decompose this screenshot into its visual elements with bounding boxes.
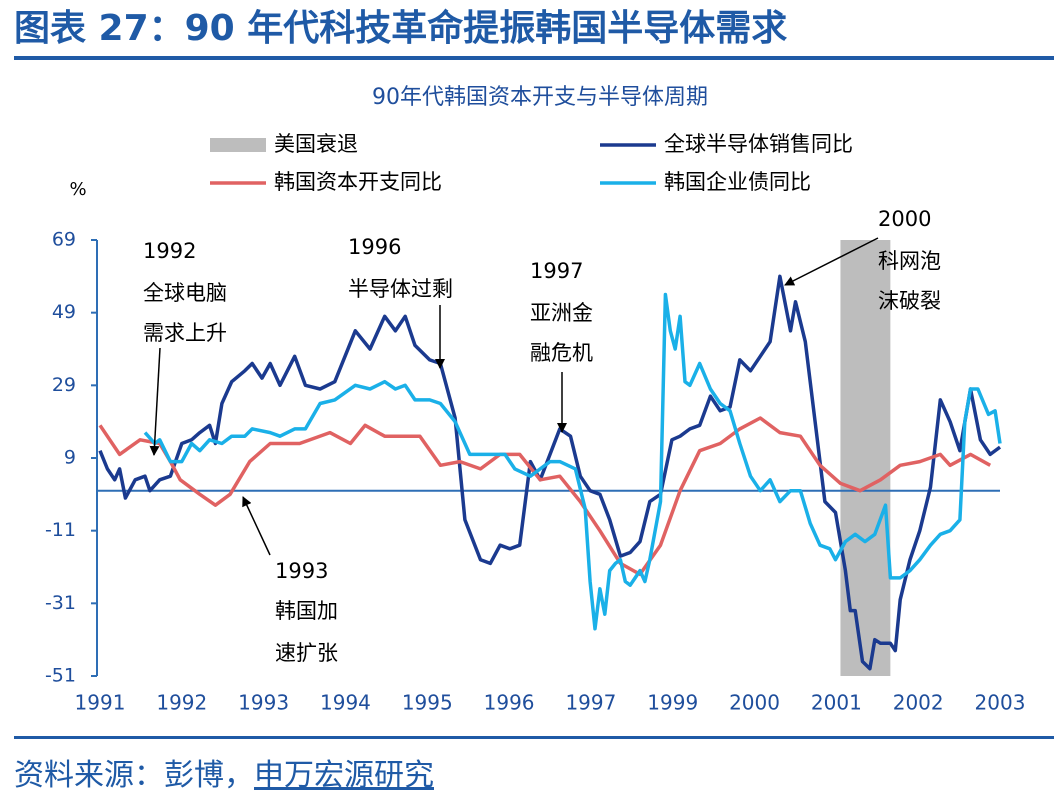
y-tick-label: 49	[52, 301, 76, 323]
y-tick-label: -11	[45, 519, 76, 541]
y-tick-label: -31	[45, 592, 76, 614]
legend-swatch	[210, 138, 266, 152]
x-tick-label: 2000	[729, 691, 780, 715]
series-line	[143, 292, 1002, 631]
y-tick-label: 9	[64, 447, 76, 469]
annotation-text: 1993	[275, 559, 328, 583]
x-tick-label: 1991	[75, 691, 126, 715]
annotation-text: 2000	[878, 207, 931, 231]
x-tick-label: 1997	[565, 691, 616, 715]
x-tick-label: 2001	[811, 691, 862, 715]
annotation-text: 全球电脑	[143, 281, 227, 305]
series-line	[98, 416, 992, 577]
series-line	[98, 274, 1002, 671]
annotation-arrow	[784, 237, 879, 286]
source: 资料来源：彭博，申万宏源研究	[14, 758, 434, 793]
legend-label: 韩国企业债同比	[664, 170, 811, 194]
x-tick-label: 1999	[647, 691, 698, 715]
legend-label: 美国衰退	[274, 132, 358, 156]
x-tick-label: 1994	[320, 691, 371, 715]
source-label: 资料来源：彭博，	[14, 758, 254, 793]
x-tick-label: 1993	[238, 691, 289, 715]
x-tick-label: 1995	[402, 691, 453, 715]
annotation-text: 韩国加	[275, 599, 338, 623]
annotation-arrow	[242, 496, 271, 556]
annotation-text: 沫破裂	[878, 289, 941, 313]
annotation-text: 1996	[348, 235, 401, 259]
annotation-text: 需求上升	[143, 321, 227, 345]
y-tick-label: -51	[45, 665, 76, 687]
legend-label: 全球半导体销售同比	[664, 132, 853, 156]
annotation-text: 1997	[530, 259, 583, 283]
x-tick-label: 2002	[893, 691, 944, 715]
chart-title: 90年代韩国资本开支与半导体周期	[372, 85, 708, 110]
x-tick-label: 1992	[156, 691, 207, 715]
x-tick-label: 1996	[484, 691, 535, 715]
annotation-text: 科网泡	[878, 249, 941, 273]
annotation-text: 1992	[143, 239, 196, 263]
legend-label: 韩国资本开支同比	[274, 170, 442, 194]
y-tick-label: 69	[52, 229, 76, 251]
footer-rule	[14, 736, 1054, 739]
y-tick-label: 29	[52, 374, 76, 396]
annotation-text: 亚洲金	[530, 301, 593, 325]
annotation-text: 速扩张	[275, 641, 338, 665]
source-org: 申万宏源研究	[254, 758, 434, 793]
x-tick-label: 2003	[975, 691, 1026, 715]
annotation-text: 融危机	[530, 341, 593, 365]
page-title: 图表 27：90 年代科技革命提振韩国半导体需求	[14, 7, 787, 49]
annotation-arrow	[149, 347, 161, 456]
annotation-text: 半导体过剩	[348, 277, 453, 301]
title-rule	[14, 56, 1054, 60]
y-axis-label: %	[69, 179, 86, 200]
